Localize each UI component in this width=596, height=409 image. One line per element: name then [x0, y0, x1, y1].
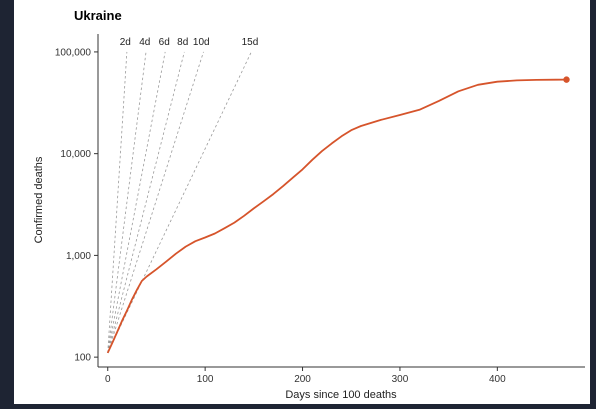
doubling-guide-line — [107, 51, 166, 354]
y-tick-label: 100 — [74, 353, 91, 364]
x-axis-label: Days since 100 deaths — [285, 389, 397, 401]
doubling-guide-line — [107, 51, 128, 353]
x-tick-label: 100 — [197, 374, 214, 385]
x-tick-label: 200 — [294, 374, 311, 385]
doubling-guide-label: 2d — [120, 37, 131, 48]
x-tick-label: 0 — [105, 374, 111, 385]
y-tick-label: 1,000 — [66, 251, 91, 262]
doubling-guide-label: 10d — [193, 37, 210, 48]
doubling-guide-line — [107, 51, 147, 353]
doubling-guide-line — [107, 51, 185, 354]
doubling-guide-label: 8d — [177, 37, 188, 48]
y-tick-label: 100,000 — [55, 47, 92, 58]
axes: 0 100 200 300 400 100 1,000 10,000 100,000 — [55, 34, 585, 385]
doubling-guide-label: 15d — [242, 37, 259, 48]
chart-title: Ukraine — [74, 8, 122, 23]
y-axis-label: Confirmed deaths — [33, 156, 45, 243]
y-tick-label: 10,000 — [60, 149, 91, 160]
series-layer — [106, 76, 570, 354]
series-line — [106, 78, 567, 354]
series-end-point — [563, 76, 570, 83]
x-tick-label: 300 — [392, 374, 409, 385]
doubling-guide-label: 6d — [159, 37, 170, 48]
chart-panel: Ukraine Confirmed deaths Days since 100 … — [14, 0, 596, 404]
doubling-guide-label: 4d — [139, 37, 150, 48]
doubling-guide-line — [107, 51, 204, 354]
doubling-guide-line — [107, 51, 252, 354]
doubling-guides: 2d 4d 6d 8d 10d 15d — [107, 37, 259, 354]
chart-svg: Ukraine Confirmed deaths Days since 100 … — [33, 8, 585, 401]
window-edge — [590, 0, 596, 404]
x-tick-label: 400 — [489, 374, 506, 385]
